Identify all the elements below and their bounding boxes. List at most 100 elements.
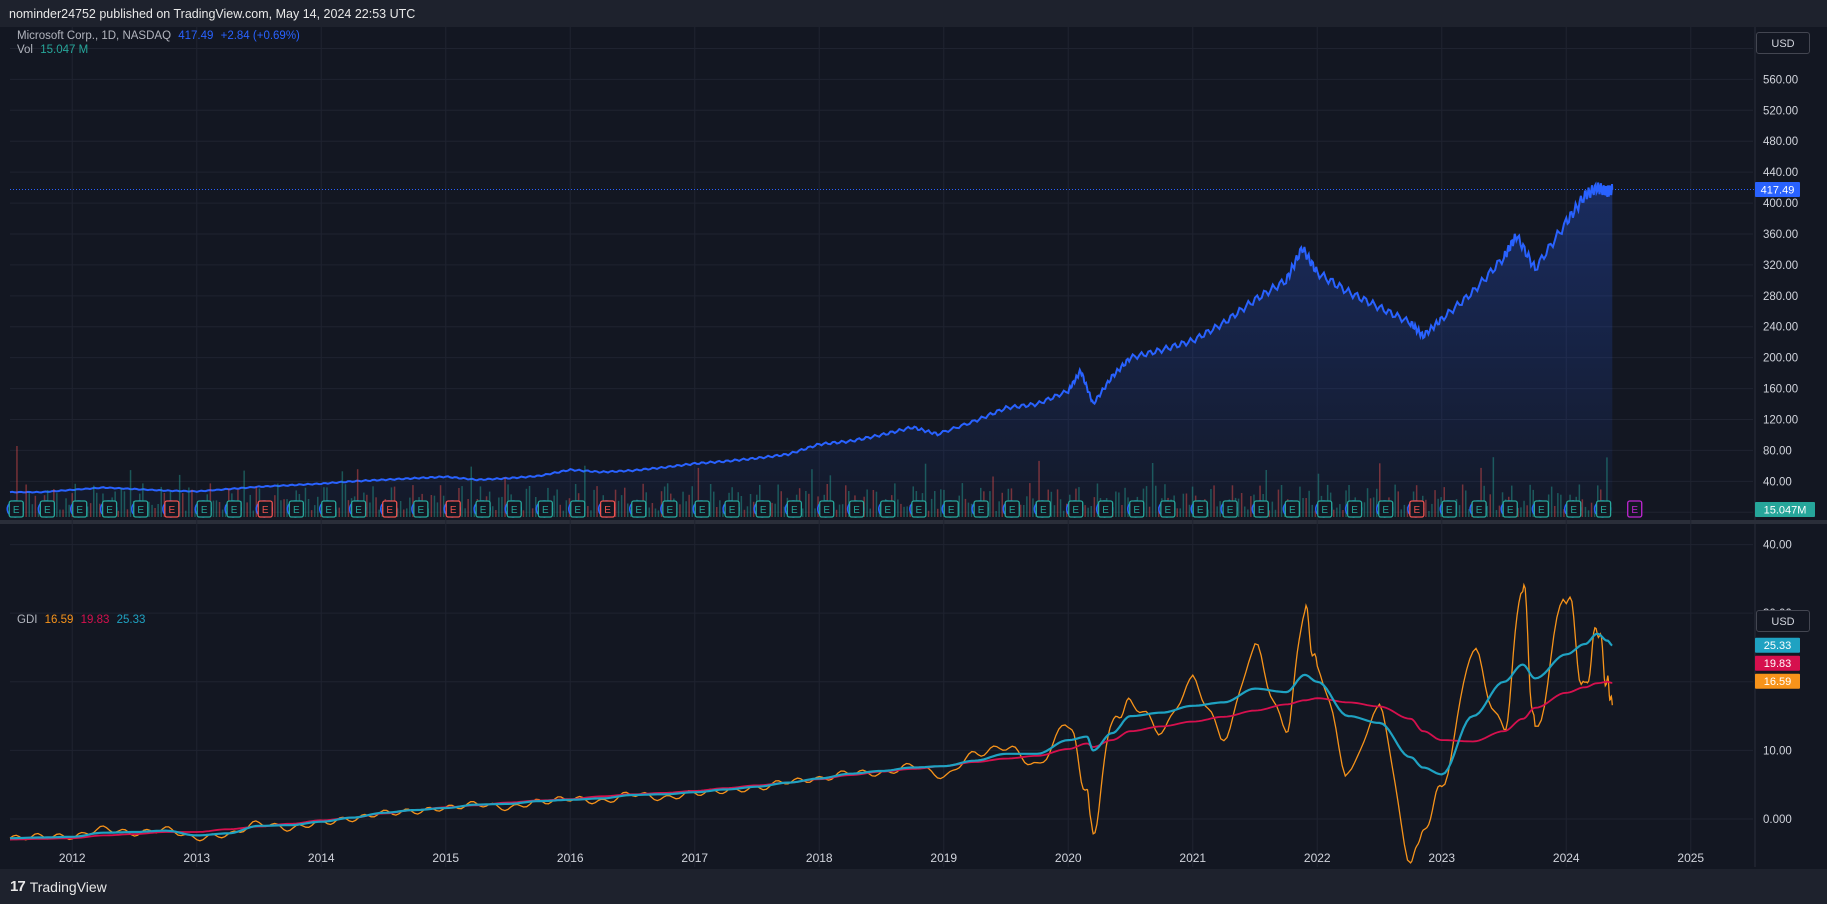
vol-label[interactable]: Vol <box>17 44 33 56</box>
earnings-marker[interactable]: E <box>692 500 710 518</box>
tradingview-logo-icon[interactable]: 17 <box>10 878 26 895</box>
earnings-marker[interactable]: E <box>194 500 212 518</box>
earnings-marker[interactable]: E <box>255 500 273 518</box>
time-tick-label: 2018 <box>806 851 833 865</box>
earnings-marker[interactable]: E <box>1190 500 1208 518</box>
volume-bar <box>1268 510 1270 517</box>
earnings-marker[interactable]: E <box>941 500 959 518</box>
earnings-marker[interactable]: E <box>1314 500 1333 518</box>
earnings-marker[interactable]: E <box>473 500 491 518</box>
earnings-marker[interactable]: E <box>567 500 586 518</box>
earnings-marker[interactable]: E <box>99 500 118 518</box>
earnings-marker[interactable]: E <box>1095 500 1114 518</box>
earnings-box <box>164 500 180 518</box>
footer-brand[interactable]: TradingView <box>29 878 107 895</box>
earnings-marker[interactable]: E <box>1220 500 1238 518</box>
earnings-marker[interactable]: E <box>443 500 461 518</box>
earnings-marker[interactable]: E <box>660 500 678 518</box>
volume-bar <box>280 500 282 517</box>
volume-bar <box>1237 498 1240 517</box>
volume-bar <box>369 502 371 517</box>
price-line[interactable] <box>9 181 1614 494</box>
volume-bar <box>399 501 402 517</box>
earnings-marker[interactable]: E <box>1344 500 1363 518</box>
earnings-marker[interactable]: E <box>597 500 616 518</box>
volume-bar <box>504 477 506 517</box>
time-tick-label: 2017 <box>681 851 708 865</box>
earnings-marker[interactable]: E <box>1158 500 1176 518</box>
earnings-marker[interactable]: E <box>1469 500 1487 518</box>
earnings-marker[interactable]: E <box>877 500 896 518</box>
earnings-marker[interactable]: E <box>816 500 835 518</box>
volume-bar <box>1305 498 1307 517</box>
earnings-marker[interactable]: E <box>1002 500 1020 518</box>
volume-bar <box>1001 492 1003 517</box>
earnings-marker[interactable]: E <box>1593 500 1612 518</box>
volume-bar <box>835 509 838 517</box>
pane-separator[interactable] <box>0 520 1827 524</box>
earnings-box <box>943 500 959 518</box>
earnings-marker[interactable]: E <box>318 500 337 518</box>
earnings-marker[interactable]: E <box>1126 500 1145 518</box>
earnings-marker[interactable]: E <box>6 500 24 518</box>
earnings-marker[interactable]: E <box>286 500 305 518</box>
earnings-marker[interactable]: E <box>37 500 56 518</box>
gdi-pane[interactable] <box>9 582 1613 864</box>
earnings-label: E <box>1631 505 1638 516</box>
volume-bar <box>93 485 95 517</box>
earnings-marker[interactable]: E <box>753 500 771 518</box>
earnings-marker[interactable]: E <box>1251 500 1269 518</box>
volume-bar <box>403 509 405 517</box>
volume-bar <box>651 503 654 517</box>
volume-bar <box>522 510 525 517</box>
symbol-title[interactable]: Microsoft Corp., 1D, NASDAQ <box>17 30 172 42</box>
volume-bar <box>492 506 494 517</box>
earnings-marker[interactable]: E <box>784 500 803 518</box>
earnings-marker[interactable]: E <box>348 500 367 518</box>
volume-bar <box>924 463 927 517</box>
earnings-marker[interactable]: E <box>1282 500 1301 518</box>
earnings-marker[interactable]: E <box>379 500 398 518</box>
gdi-line-teal[interactable] <box>10 632 1613 840</box>
earnings-marker[interactable]: E <box>504 500 522 518</box>
volume-bar <box>964 498 967 517</box>
volume-bar <box>562 510 565 517</box>
price-pane[interactable] <box>9 181 1755 513</box>
gdi-label[interactable]: GDI <box>17 614 38 626</box>
earnings-marker[interactable]: E <box>162 500 180 518</box>
volume-bar <box>1468 509 1470 517</box>
earnings-marker[interactable]: E <box>722 500 740 518</box>
earnings-marker[interactable]: E <box>411 500 429 518</box>
earnings-marker[interactable]: E <box>1033 500 1052 518</box>
volume-bar <box>317 496 319 517</box>
earnings-marker[interactable]: E <box>909 500 927 518</box>
earnings-marker[interactable]: E <box>628 500 647 518</box>
currency-button-gdi[interactable]: USD <box>1756 610 1810 632</box>
publish-bar: nominder24752 published on TradingView.c… <box>0 0 1827 27</box>
earnings-marker[interactable]: E <box>130 500 149 518</box>
gdi-tick-label: 0.000 <box>1763 814 1792 826</box>
earnings-marker[interactable]: E <box>1563 500 1582 518</box>
volume-bar <box>31 504 34 517</box>
volume-bar <box>1425 499 1427 517</box>
earnings-marker[interactable]: E <box>1407 500 1425 518</box>
volume-bar <box>624 487 626 517</box>
earnings-marker[interactable]: E <box>971 500 989 518</box>
earnings-marker[interactable]: E <box>1439 500 1457 518</box>
volume-bar <box>212 500 215 517</box>
volume-bar <box>937 508 939 517</box>
earnings-marker[interactable]: E <box>1627 500 1643 518</box>
earnings-marker[interactable]: E <box>1375 500 1394 518</box>
earnings-marker[interactable]: E <box>69 500 88 518</box>
price-tick-label: 480.00 <box>1763 136 1798 148</box>
earnings-marker[interactable]: E <box>224 500 242 518</box>
earnings-marker[interactable]: E <box>1500 500 1518 518</box>
currency-button-main[interactable]: USD <box>1756 32 1810 54</box>
earnings-box <box>631 500 647 518</box>
earnings-marker[interactable]: E <box>1531 500 1550 518</box>
earnings-marker[interactable]: E <box>846 500 865 518</box>
earnings-marker[interactable]: E <box>535 500 554 518</box>
earnings-marker[interactable]: E <box>1065 500 1084 518</box>
